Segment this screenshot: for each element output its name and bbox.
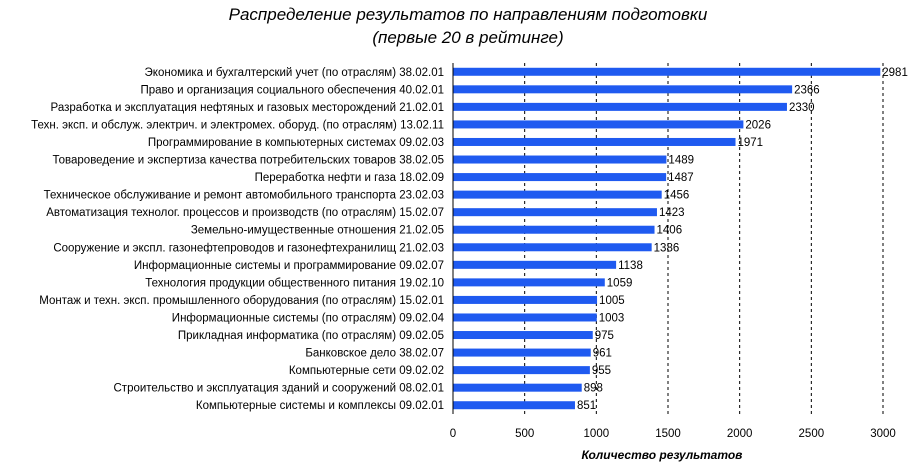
category-label: Товароведение и экспертиза качества потр… bbox=[53, 155, 445, 167]
category-label: Информационные системы и программировани… bbox=[134, 260, 444, 272]
x-tick-label: 2500 bbox=[799, 428, 825, 440]
value-label: 1406 bbox=[657, 225, 683, 237]
value-label: 1386 bbox=[654, 242, 680, 254]
x-tick-label: 500 bbox=[515, 428, 534, 440]
value-label: 1971 bbox=[738, 137, 764, 149]
x-axis-title: Количество результатов bbox=[582, 448, 743, 462]
category-label: Информационные системы (по отраслям) 09.… bbox=[172, 312, 445, 324]
value-label: 1003 bbox=[599, 312, 625, 324]
category-label: Технология продукции общественного питан… bbox=[145, 277, 444, 289]
category-label: Программирование в компьютерных системах… bbox=[148, 137, 444, 149]
bar bbox=[453, 348, 591, 357]
bar bbox=[453, 67, 881, 76]
value-label: 955 bbox=[592, 365, 611, 377]
value-label: 1005 bbox=[599, 295, 625, 307]
value-label: 975 bbox=[595, 330, 614, 342]
bar bbox=[453, 137, 736, 146]
chart-title: Распределение результатов по направления… bbox=[229, 5, 708, 24]
bar bbox=[453, 278, 605, 287]
value-label: 1059 bbox=[607, 277, 633, 289]
bar bbox=[453, 155, 667, 164]
bar bbox=[453, 173, 667, 182]
x-tick-labels: 0 500 1000 1500 2000 2500 3000 bbox=[450, 428, 896, 440]
category-label: Строительство и эксплуатация зданий и со… bbox=[114, 383, 445, 395]
category-label: Право и организация социального обеспече… bbox=[140, 84, 444, 96]
bar bbox=[453, 225, 655, 234]
bar bbox=[453, 295, 598, 304]
grid-lines bbox=[524, 63, 884, 414]
value-label: 898 bbox=[584, 383, 603, 395]
bar bbox=[453, 85, 793, 94]
x-tick-label: 1000 bbox=[584, 428, 610, 440]
x-tick-label: 0 bbox=[450, 428, 456, 440]
chart-subtitle: (первые 20 в рейтинге) bbox=[372, 28, 563, 47]
value-labels: 2981 2366 2330 2026 1971 1489 1487 1456 1423 1406… bbox=[577, 67, 908, 412]
bars bbox=[453, 67, 881, 410]
category-label: Компьютерные системы и комплексы 09.02.0… bbox=[196, 400, 444, 412]
category-label: Разработка и эксплуатация нефтяных и газ… bbox=[51, 102, 444, 114]
bar bbox=[453, 331, 593, 340]
bar bbox=[453, 190, 662, 199]
category-label: Автоматизация технолог. процессов и прои… bbox=[46, 207, 444, 219]
x-tick-label: 3000 bbox=[870, 428, 896, 440]
bar bbox=[453, 208, 657, 217]
bar bbox=[453, 313, 597, 322]
value-label: 851 bbox=[577, 400, 596, 412]
category-label: Экономика и бухгалтерский учет (по отрас… bbox=[145, 67, 444, 79]
bar bbox=[453, 383, 582, 392]
bar bbox=[453, 401, 575, 410]
category-label: Прикладная информатика (по отраслям) 09.… bbox=[178, 330, 444, 342]
x-tick-label: 2000 bbox=[727, 428, 753, 440]
value-label: 2026 bbox=[745, 119, 771, 131]
bar bbox=[453, 243, 652, 252]
value-label: 2330 bbox=[789, 102, 815, 114]
value-label: 2366 bbox=[794, 84, 820, 96]
value-label: 1489 bbox=[668, 155, 694, 167]
value-label: 1487 bbox=[668, 172, 694, 184]
value-label: 1138 bbox=[618, 260, 643, 272]
bar bbox=[453, 102, 787, 111]
value-label: 961 bbox=[593, 348, 612, 360]
category-label: Техн. эксп. и обслуж. электрич. и электр… bbox=[31, 119, 444, 131]
category-label: Банковское дело 38.02.07 bbox=[305, 348, 444, 360]
bar bbox=[453, 366, 590, 375]
value-label: 1456 bbox=[664, 190, 690, 202]
x-tick-label: 1500 bbox=[655, 428, 681, 440]
category-labels: Экономика и бухгалтерский учет (по отрас… bbox=[31, 67, 445, 412]
category-label: Сооружение и экспл. газонефтепроводов и … bbox=[53, 242, 444, 254]
category-label: Монтаж и техн. эксп. промышленного обору… bbox=[39, 295, 444, 307]
value-label: 1423 bbox=[659, 207, 685, 219]
category-label: Компьютерные сети 09.02.02 bbox=[289, 365, 444, 377]
category-label: Земельно-имущественные отношения 21.02.0… bbox=[191, 225, 444, 237]
bar bbox=[453, 260, 617, 269]
bar bbox=[453, 120, 744, 129]
value-label: 2981 bbox=[882, 67, 908, 79]
category-label: Переработка нефти и газа 18.02.09 bbox=[255, 172, 444, 184]
category-label: Техническое обслуживание и ремонт автомо… bbox=[44, 190, 444, 202]
